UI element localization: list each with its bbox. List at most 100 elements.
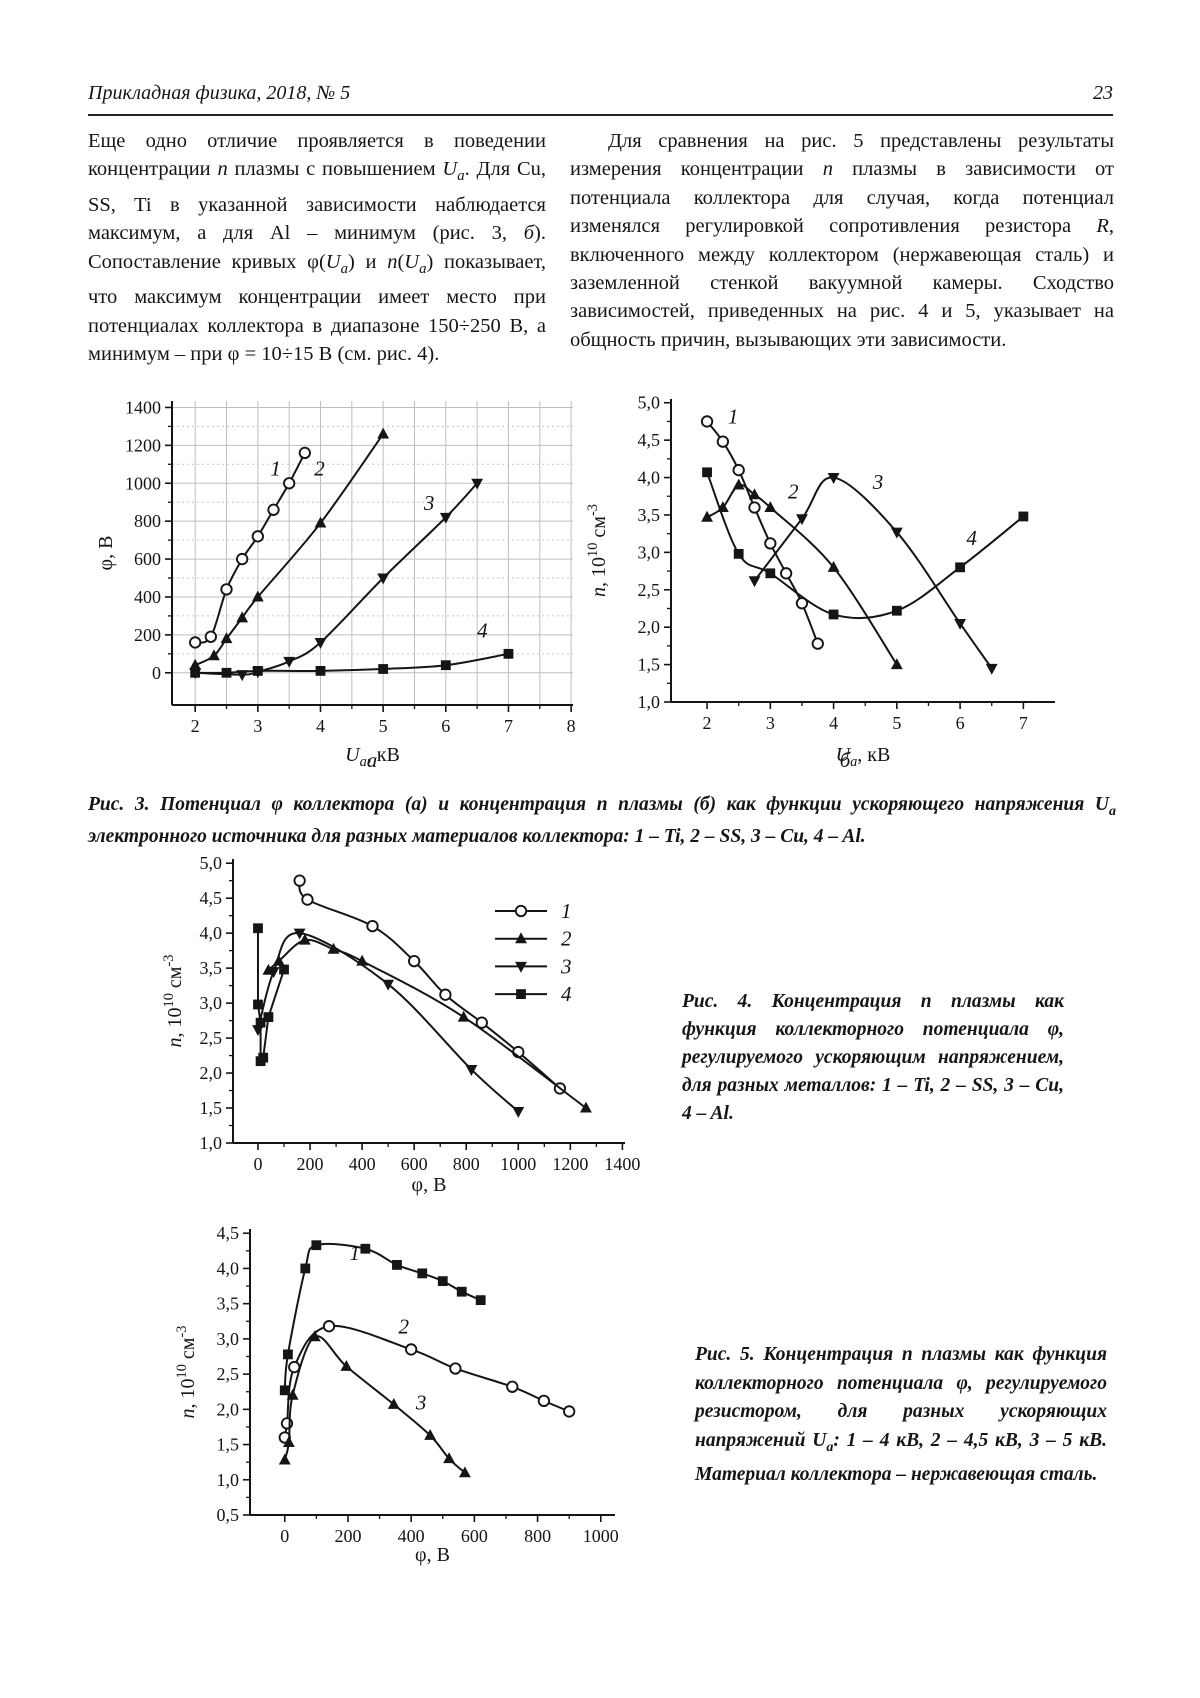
svg-text:2: 2 (703, 713, 712, 733)
figure5-density-vs-potential-resistor-chart: 0 200 400 600 800 1000 0,5 1,0 1,5 2,0 2,5 3,0 3,5 4,… (174, 1223, 619, 1566)
svg-text:1200: 1200 (125, 435, 161, 455)
figure5-caption: Рис. 5. Концентрация n плазмы как функци… (695, 1344, 1108, 1485)
svg-text:1: 1 (728, 405, 739, 429)
svg-text:2: 2 (788, 480, 799, 504)
svg-text:0: 0 (253, 1154, 262, 1174)
svg-text:3: 3 (415, 1390, 427, 1414)
svg-text:1: 1 (350, 1241, 361, 1265)
svg-text:800: 800 (134, 511, 161, 531)
svg-text:3,5: 3,5 (200, 958, 223, 978)
svg-text:600: 600 (461, 1526, 488, 1546)
svg-text:3,0: 3,0 (217, 1329, 240, 1349)
fig3b-sublabel: б (839, 748, 851, 772)
svg-text:n, 1010 см-3: n, 1010 см-3 (174, 1326, 199, 1419)
svg-text:4: 4 (561, 982, 572, 1006)
svg-text:800: 800 (453, 1154, 480, 1174)
svg-text:n, 1010 см-3: n, 1010 см-3 (585, 504, 610, 597)
svg-text:3,0: 3,0 (638, 542, 661, 562)
svg-text:200: 200 (134, 625, 161, 645)
svg-text:1400: 1400 (125, 397, 161, 417)
svg-text:4,5: 4,5 (217, 1223, 240, 1243)
svg-text:φ, В: φ, В (95, 536, 117, 571)
svg-text:5,0: 5,0 (200, 853, 223, 873)
svg-text:1400: 1400 (604, 1154, 640, 1174)
svg-text:3: 3 (423, 491, 435, 515)
svg-text:1000: 1000 (583, 1526, 619, 1546)
paragraph-right-column: Для сравнения на рис. 5 представлены рез… (570, 130, 1114, 351)
svg-text:4: 4 (316, 716, 325, 736)
svg-text:2,5: 2,5 (638, 580, 661, 600)
svg-text:1,0: 1,0 (200, 1133, 223, 1153)
svg-text:3,0: 3,0 (200, 993, 223, 1013)
svg-text:5: 5 (379, 716, 388, 736)
svg-text:4,0: 4,0 (217, 1258, 240, 1278)
svg-text:3,5: 3,5 (638, 505, 661, 525)
svg-text:8: 8 (567, 716, 576, 736)
svg-text:2,0: 2,0 (638, 617, 661, 637)
page-number: 23 (1093, 82, 1113, 104)
svg-text:1: 1 (561, 899, 572, 923)
svg-text:7: 7 (1019, 713, 1028, 733)
svg-text:5: 5 (892, 713, 901, 733)
svg-text:800: 800 (524, 1526, 551, 1546)
page-header: Прикладная физика, 2018, № 5 23 (88, 82, 1113, 105)
svg-text:4,0: 4,0 (200, 923, 223, 943)
svg-text:6: 6 (956, 713, 965, 733)
svg-text:2,0: 2,0 (200, 1063, 223, 1083)
svg-text:2: 2 (191, 716, 200, 736)
svg-text:3: 3 (872, 470, 884, 494)
svg-text:4: 4 (829, 713, 838, 733)
svg-text:φ, В: φ, В (412, 1174, 447, 1196)
svg-text:4: 4 (477, 619, 488, 643)
svg-text:2: 2 (399, 1314, 410, 1338)
svg-text:4,5: 4,5 (200, 888, 223, 908)
svg-text:400: 400 (398, 1526, 425, 1546)
figure4-caption: Рис. 4. Концентрация n плазмы как функци… (682, 991, 1064, 1124)
svg-text:4,0: 4,0 (638, 468, 661, 488)
figure3a-potential-vs-voltage-chart: 2 3 4 5 6 7 8 0 200 400 600 800 1000 1200 1400 Ua, кВ φ,… (95, 397, 576, 770)
svg-text:1,0: 1,0 (217, 1470, 240, 1490)
svg-text:1: 1 (270, 457, 281, 481)
fig3a-sublabel: а (366, 748, 378, 772)
svg-text:0,5: 0,5 (217, 1505, 240, 1525)
svg-text:7: 7 (504, 716, 513, 736)
svg-text:3: 3 (253, 716, 262, 736)
svg-text:2: 2 (314, 457, 325, 481)
svg-text:600: 600 (401, 1154, 428, 1174)
svg-text:2,5: 2,5 (217, 1364, 240, 1384)
svg-text:0: 0 (152, 663, 161, 683)
figure3-caption: Рис. 3. Потенциал φ коллектора (а) и кон… (88, 794, 1116, 848)
svg-text:2: 2 (561, 927, 572, 951)
svg-text:1,0: 1,0 (638, 692, 661, 712)
svg-text:1000: 1000 (125, 473, 161, 493)
svg-text:400: 400 (134, 587, 161, 607)
svg-text:3,5: 3,5 (217, 1294, 240, 1314)
svg-text:2,5: 2,5 (200, 1028, 223, 1048)
svg-text:3: 3 (560, 954, 572, 978)
svg-text:Ua, кВ: Ua, кВ (345, 744, 400, 770)
svg-text:200: 200 (297, 1154, 324, 1174)
svg-text:3: 3 (766, 713, 775, 733)
svg-text:5,0: 5,0 (638, 393, 661, 413)
svg-text:600: 600 (134, 549, 161, 569)
svg-text:1200: 1200 (552, 1154, 588, 1174)
paragraph-left-column: Еще одно отличие проявляется в поведении… (88, 130, 546, 366)
header-rule (88, 114, 1113, 116)
journal-title: Прикладная физика, 2018, № 5 (88, 82, 351, 104)
svg-text:1000: 1000 (500, 1154, 536, 1174)
figure3b-density-vs-voltage-chart: 2 3 4 5 6 7 1,0 1,5 2,0 2,5 3,0 3,5 4,0 4,5 5,0 Ua, кВ n… (585, 393, 1055, 770)
svg-text:4,5: 4,5 (638, 430, 661, 450)
svg-text:4: 4 (966, 526, 977, 550)
svg-text:Ua, кВ: Ua, кВ (836, 744, 891, 770)
figure4-density-vs-potential-chart: 0 200 400 600 800 1000 1200 1400 1,0 1,5 2,0 2,5 3,0… (161, 853, 640, 1196)
svg-text:1,5: 1,5 (200, 1098, 223, 1118)
svg-text:0: 0 (280, 1526, 289, 1546)
svg-text:200: 200 (334, 1526, 361, 1546)
svg-text:400: 400 (349, 1154, 376, 1174)
svg-text:φ, В: φ, В (415, 1544, 450, 1566)
svg-text:6: 6 (441, 716, 450, 736)
svg-text:1,5: 1,5 (217, 1435, 240, 1455)
svg-text:1,5: 1,5 (638, 655, 661, 675)
svg-text:n, 1010 см-3: n, 1010 см-3 (161, 955, 186, 1048)
